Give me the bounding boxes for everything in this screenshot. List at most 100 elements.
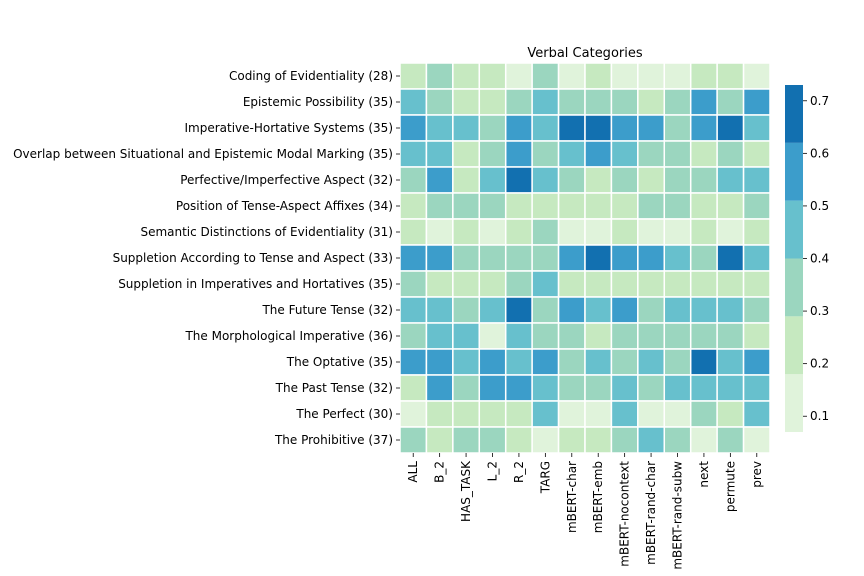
heatmap-cell bbox=[742, 244, 771, 272]
heatmap-cell bbox=[557, 244, 586, 272]
heatmap-cell bbox=[557, 296, 586, 324]
heatmap-cell bbox=[610, 400, 639, 428]
colorbar-tick-label: 0.6 bbox=[810, 146, 829, 160]
heatmap-cell bbox=[663, 270, 692, 298]
chart-title: Verbal Categories bbox=[527, 46, 642, 61]
heatmap-cell bbox=[584, 348, 613, 376]
heatmap-cell bbox=[531, 296, 560, 324]
row-label: The Morphological Imperative (36) bbox=[184, 329, 393, 343]
heatmap-cell bbox=[663, 244, 692, 272]
heatmap-cell bbox=[610, 114, 639, 142]
heatmap-cell bbox=[742, 348, 771, 376]
heatmap-cell bbox=[399, 62, 428, 90]
heatmap-cell bbox=[452, 426, 481, 454]
heatmap-cell bbox=[504, 192, 533, 220]
heatmap-cell bbox=[584, 322, 613, 350]
heatmap-cell bbox=[557, 400, 586, 428]
heatmap-cell bbox=[478, 88, 507, 116]
row-label: The Past Tense (32) bbox=[275, 381, 393, 395]
heatmap-cell bbox=[478, 322, 507, 350]
heatmap-cell bbox=[689, 244, 718, 272]
column-label: HAS_TASK bbox=[459, 460, 473, 522]
heatmap-cell bbox=[716, 426, 745, 454]
heatmap-cell bbox=[557, 426, 586, 454]
heatmap-cell bbox=[478, 192, 507, 220]
row-label: Position of Tense-Aspect Affixes (34) bbox=[176, 199, 393, 213]
row-label: The Perfect (30) bbox=[295, 407, 393, 421]
heatmap-cell bbox=[399, 114, 428, 142]
heatmap-cell bbox=[399, 322, 428, 350]
heatmap-cell bbox=[531, 218, 560, 246]
heatmap-cell bbox=[689, 88, 718, 116]
row-label: Semantic Distinctions of Evidentiality (… bbox=[140, 225, 393, 239]
heatmap-cell bbox=[716, 348, 745, 376]
heatmap-cell bbox=[663, 62, 692, 90]
heatmap-cell bbox=[504, 348, 533, 376]
heatmap-cell bbox=[557, 374, 586, 402]
heatmap-cell bbox=[610, 62, 639, 90]
column-label: L_2 bbox=[486, 461, 500, 481]
column-label: mBERT-emb bbox=[591, 461, 605, 533]
heatmap-cell bbox=[584, 296, 613, 324]
heatmap-cell bbox=[478, 218, 507, 246]
heatmap-cell bbox=[610, 218, 639, 246]
heatmap-cell bbox=[716, 400, 745, 428]
heatmap-cell bbox=[637, 322, 666, 350]
heatmap-cell bbox=[504, 166, 533, 194]
heatmap-cell bbox=[584, 400, 613, 428]
heatmap-cell bbox=[663, 400, 692, 428]
heatmap-cell bbox=[742, 426, 771, 454]
heatmap-cell bbox=[504, 270, 533, 298]
heatmap-cell bbox=[425, 62, 454, 90]
heatmap-cell bbox=[584, 244, 613, 272]
heatmap-cell bbox=[452, 270, 481, 298]
heatmap-cell bbox=[452, 62, 481, 90]
column-label: mBERT-rand-char bbox=[644, 461, 658, 565]
heatmap-cell bbox=[452, 114, 481, 142]
heatmap-cell bbox=[716, 322, 745, 350]
row-label: Suppletion According to Tense and Aspect… bbox=[113, 251, 393, 265]
heatmap-cell bbox=[610, 296, 639, 324]
heatmap-cell bbox=[716, 62, 745, 90]
heatmap-cell bbox=[478, 114, 507, 142]
heatmap-cell bbox=[399, 348, 428, 376]
heatmap-cell bbox=[478, 140, 507, 168]
column-label: R_2 bbox=[512, 461, 526, 483]
heatmap-cell bbox=[742, 270, 771, 298]
heatmap-cells bbox=[399, 62, 771, 454]
heatmap-cell bbox=[637, 192, 666, 220]
heatmap-cell bbox=[610, 140, 639, 168]
heatmap-cell bbox=[531, 374, 560, 402]
column-label: mBERT-rand-subw bbox=[671, 461, 685, 570]
heatmap-cell bbox=[425, 114, 454, 142]
heatmap-cell bbox=[637, 114, 666, 142]
heatmap-cell bbox=[452, 192, 481, 220]
heatmap-cell bbox=[399, 400, 428, 428]
heatmap-cell bbox=[557, 218, 586, 246]
heatmap-cell bbox=[716, 244, 745, 272]
heatmap-cell bbox=[689, 400, 718, 428]
heatmap-cell bbox=[663, 114, 692, 142]
heatmap-cell bbox=[504, 374, 533, 402]
heatmap-cell bbox=[531, 114, 560, 142]
heatmap-cell bbox=[637, 348, 666, 376]
heatmap-cell bbox=[504, 114, 533, 142]
heatmap-cell bbox=[689, 296, 718, 324]
heatmap-cell bbox=[425, 166, 454, 194]
heatmap-cell bbox=[742, 166, 771, 194]
heatmap-cell bbox=[557, 348, 586, 376]
heatmap-cell bbox=[478, 296, 507, 324]
heatmap-cell bbox=[663, 426, 692, 454]
heatmap-cell bbox=[689, 62, 718, 90]
heatmap-cell bbox=[557, 62, 586, 90]
column-label: next bbox=[697, 461, 711, 488]
colorbar-tick-label: 0.5 bbox=[810, 199, 829, 213]
heatmap-cell bbox=[716, 140, 745, 168]
heatmap-cell bbox=[584, 114, 613, 142]
heatmap-cell bbox=[584, 192, 613, 220]
heatmap-cell bbox=[504, 400, 533, 428]
heatmap-cell bbox=[425, 140, 454, 168]
heatmap-cell bbox=[689, 192, 718, 220]
row-label: Coding of Evidentiality (28) bbox=[229, 69, 393, 83]
